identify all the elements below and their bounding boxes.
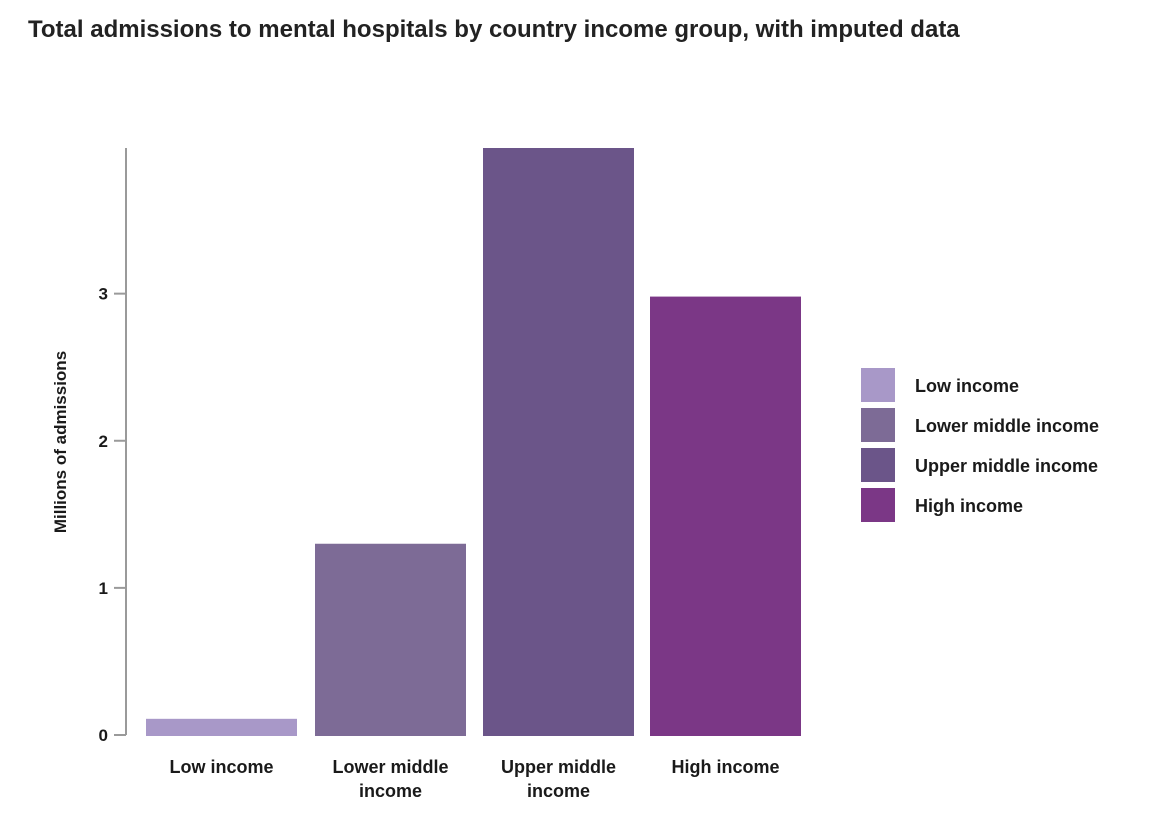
bar-4 xyxy=(650,296,801,736)
y-tick-label: 1 xyxy=(99,579,108,598)
bar-3 xyxy=(483,148,634,736)
x-category-label: Low income xyxy=(169,757,273,777)
x-category-label-line: High income xyxy=(671,757,779,777)
legend: Low income Lower middle income Upper middl… xyxy=(861,368,1099,522)
y-tick-label: 0 xyxy=(99,726,108,745)
legend-swatch xyxy=(861,448,895,482)
x-category-label: Upper middle income xyxy=(501,757,616,801)
y-axis-label: Millions of admissions xyxy=(51,351,70,533)
legend-label: Upper middle income xyxy=(915,456,1098,476)
x-category-label: High income xyxy=(671,757,779,777)
y-tick-label: 3 xyxy=(99,285,108,304)
bars xyxy=(146,148,801,736)
y-tick-label: 2 xyxy=(99,432,108,451)
x-category-label-line: Lower middle xyxy=(332,757,448,777)
chart-title: Total admissions to mental hospitals by … xyxy=(28,16,960,43)
legend-label: Lower middle income xyxy=(915,416,1099,436)
legend-label: High income xyxy=(915,496,1023,516)
x-category-label-line: Low income xyxy=(169,757,273,777)
legend-swatch xyxy=(861,488,895,522)
legend-label: Low income xyxy=(915,376,1019,396)
x-category-label: Lower middle income xyxy=(332,757,448,801)
x-category-label-line: income xyxy=(359,781,422,801)
x-category-label-line: Upper middle xyxy=(501,757,616,777)
legend-swatch xyxy=(861,368,895,402)
bar-1 xyxy=(146,718,297,736)
legend-swatch xyxy=(861,408,895,442)
bar-2 xyxy=(315,543,466,736)
y-axis: 0 1 2 3 xyxy=(99,148,127,745)
x-category-label-line: income xyxy=(527,781,590,801)
